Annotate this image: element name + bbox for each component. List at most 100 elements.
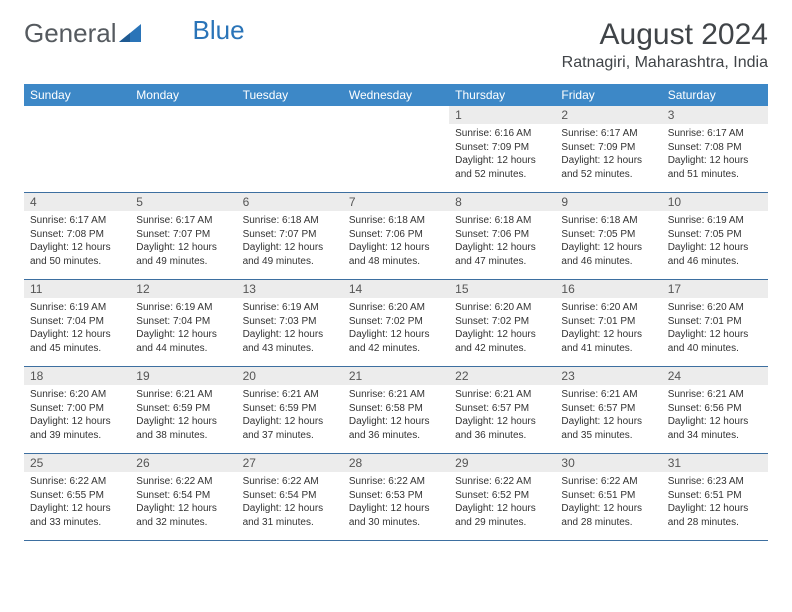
day-number: 27	[237, 454, 343, 472]
day-cell: 24Sunrise: 6:21 AMSunset: 6:56 PMDayligh…	[662, 367, 768, 453]
daylight-text: Daylight: 12 hours and 36 minutes.	[349, 415, 443, 442]
day-cell: 17Sunrise: 6:20 AMSunset: 7:01 PMDayligh…	[662, 280, 768, 366]
day-number: 18	[24, 367, 130, 385]
day-info: Sunrise: 6:22 AMSunset: 6:52 PMDaylight:…	[449, 472, 555, 535]
day-info: Sunrise: 6:22 AMSunset: 6:55 PMDaylight:…	[24, 472, 130, 535]
daylight-text: Daylight: 12 hours and 33 minutes.	[30, 502, 124, 529]
sunrise-text: Sunrise: 6:21 AM	[561, 388, 655, 402]
sunrise-text: Sunrise: 6:19 AM	[30, 301, 124, 315]
sunset-text: Sunset: 6:58 PM	[349, 402, 443, 416]
day-number: 7	[343, 193, 449, 211]
day-header: Monday	[130, 84, 236, 106]
week-row: 25Sunrise: 6:22 AMSunset: 6:55 PMDayligh…	[24, 454, 768, 541]
day-info: Sunrise: 6:16 AMSunset: 7:09 PMDaylight:…	[449, 124, 555, 187]
day-cell: 19Sunrise: 6:21 AMSunset: 6:59 PMDayligh…	[130, 367, 236, 453]
day-number: 29	[449, 454, 555, 472]
sunrise-text: Sunrise: 6:18 AM	[561, 214, 655, 228]
daylight-text: Daylight: 12 hours and 44 minutes.	[136, 328, 230, 355]
day-number: 13	[237, 280, 343, 298]
day-info: Sunrise: 6:18 AMSunset: 7:05 PMDaylight:…	[555, 211, 661, 274]
day-info: Sunrise: 6:17 AMSunset: 7:07 PMDaylight:…	[130, 211, 236, 274]
day-number: 6	[237, 193, 343, 211]
sunset-text: Sunset: 6:56 PM	[668, 402, 762, 416]
daylight-text: Daylight: 12 hours and 40 minutes.	[668, 328, 762, 355]
daylight-text: Daylight: 12 hours and 49 minutes.	[243, 241, 337, 268]
day-cell: 10Sunrise: 6:19 AMSunset: 7:05 PMDayligh…	[662, 193, 768, 279]
day-number: 19	[130, 367, 236, 385]
day-cell: 20Sunrise: 6:21 AMSunset: 6:59 PMDayligh…	[237, 367, 343, 453]
day-number: 8	[449, 193, 555, 211]
day-cell: 1Sunrise: 6:16 AMSunset: 7:09 PMDaylight…	[449, 106, 555, 192]
sunset-text: Sunset: 6:53 PM	[349, 489, 443, 503]
day-info: Sunrise: 6:17 AMSunset: 7:08 PMDaylight:…	[662, 124, 768, 187]
day-info: Sunrise: 6:21 AMSunset: 6:56 PMDaylight:…	[662, 385, 768, 448]
day-cell: 26Sunrise: 6:22 AMSunset: 6:54 PMDayligh…	[130, 454, 236, 540]
day-info: Sunrise: 6:20 AMSunset: 7:01 PMDaylight:…	[662, 298, 768, 361]
day-info: Sunrise: 6:18 AMSunset: 7:07 PMDaylight:…	[237, 211, 343, 274]
day-cell: 2Sunrise: 6:17 AMSunset: 7:09 PMDaylight…	[555, 106, 661, 192]
daylight-text: Daylight: 12 hours and 34 minutes.	[668, 415, 762, 442]
calendar: Sunday Monday Tuesday Wednesday Thursday…	[24, 84, 768, 541]
daylight-text: Daylight: 12 hours and 41 minutes.	[561, 328, 655, 355]
daylight-text: Daylight: 12 hours and 48 minutes.	[349, 241, 443, 268]
day-number: 20	[237, 367, 343, 385]
day-info: Sunrise: 6:17 AMSunset: 7:09 PMDaylight:…	[555, 124, 661, 187]
daylight-text: Daylight: 12 hours and 52 minutes.	[455, 154, 549, 181]
logo: General Blue	[24, 18, 245, 49]
daylight-text: Daylight: 12 hours and 38 minutes.	[136, 415, 230, 442]
sunset-text: Sunset: 7:02 PM	[349, 315, 443, 329]
daylight-text: Daylight: 12 hours and 28 minutes.	[561, 502, 655, 529]
sunset-text: Sunset: 7:03 PM	[243, 315, 337, 329]
day-number: 4	[24, 193, 130, 211]
sunset-text: Sunset: 6:51 PM	[668, 489, 762, 503]
day-number: 26	[130, 454, 236, 472]
day-number: 10	[662, 193, 768, 211]
sunrise-text: Sunrise: 6:22 AM	[30, 475, 124, 489]
day-info: Sunrise: 6:21 AMSunset: 6:59 PMDaylight:…	[237, 385, 343, 448]
daylight-text: Daylight: 12 hours and 43 minutes.	[243, 328, 337, 355]
day-info: Sunrise: 6:22 AMSunset: 6:54 PMDaylight:…	[237, 472, 343, 535]
day-cell: 13Sunrise: 6:19 AMSunset: 7:03 PMDayligh…	[237, 280, 343, 366]
day-cell: 31Sunrise: 6:23 AMSunset: 6:51 PMDayligh…	[662, 454, 768, 540]
day-headers: Sunday Monday Tuesday Wednesday Thursday…	[24, 84, 768, 106]
sunrise-text: Sunrise: 6:19 AM	[136, 301, 230, 315]
sunset-text: Sunset: 6:57 PM	[561, 402, 655, 416]
day-info: Sunrise: 6:21 AMSunset: 6:58 PMDaylight:…	[343, 385, 449, 448]
daylight-text: Daylight: 12 hours and 47 minutes.	[455, 241, 549, 268]
logo-triangle-icon	[119, 18, 141, 49]
day-info: Sunrise: 6:20 AMSunset: 7:01 PMDaylight:…	[555, 298, 661, 361]
sunset-text: Sunset: 7:01 PM	[668, 315, 762, 329]
day-info: Sunrise: 6:22 AMSunset: 6:51 PMDaylight:…	[555, 472, 661, 535]
day-info: Sunrise: 6:23 AMSunset: 6:51 PMDaylight:…	[662, 472, 768, 535]
sunset-text: Sunset: 7:06 PM	[349, 228, 443, 242]
day-info: Sunrise: 6:21 AMSunset: 6:57 PMDaylight:…	[449, 385, 555, 448]
day-cell: 8Sunrise: 6:18 AMSunset: 7:06 PMDaylight…	[449, 193, 555, 279]
day-number: 23	[555, 367, 661, 385]
day-info: Sunrise: 6:18 AMSunset: 7:06 PMDaylight:…	[449, 211, 555, 274]
sunset-text: Sunset: 7:08 PM	[668, 141, 762, 155]
daylight-text: Daylight: 12 hours and 32 minutes.	[136, 502, 230, 529]
logo-text-blue: Blue	[193, 15, 245, 46]
daylight-text: Daylight: 12 hours and 49 minutes.	[136, 241, 230, 268]
day-cell: 30Sunrise: 6:22 AMSunset: 6:51 PMDayligh…	[555, 454, 661, 540]
day-cell: 23Sunrise: 6:21 AMSunset: 6:57 PMDayligh…	[555, 367, 661, 453]
day-cell: 22Sunrise: 6:21 AMSunset: 6:57 PMDayligh…	[449, 367, 555, 453]
day-number: 31	[662, 454, 768, 472]
sunrise-text: Sunrise: 6:20 AM	[349, 301, 443, 315]
day-info: Sunrise: 6:19 AMSunset: 7:04 PMDaylight:…	[24, 298, 130, 361]
day-number: 11	[24, 280, 130, 298]
daylight-text: Daylight: 12 hours and 42 minutes.	[349, 328, 443, 355]
day-cell: 7Sunrise: 6:18 AMSunset: 7:06 PMDaylight…	[343, 193, 449, 279]
sunset-text: Sunset: 7:02 PM	[455, 315, 549, 329]
day-number: 25	[24, 454, 130, 472]
logo-text-general: General	[24, 18, 117, 49]
day-number: 1	[449, 106, 555, 124]
day-cell: 4Sunrise: 6:17 AMSunset: 7:08 PMDaylight…	[24, 193, 130, 279]
day-number: 24	[662, 367, 768, 385]
day-number: 16	[555, 280, 661, 298]
sunset-text: Sunset: 6:57 PM	[455, 402, 549, 416]
sunrise-text: Sunrise: 6:17 AM	[561, 127, 655, 141]
sunset-text: Sunset: 6:52 PM	[455, 489, 549, 503]
day-cell: 11Sunrise: 6:19 AMSunset: 7:04 PMDayligh…	[24, 280, 130, 366]
sunset-text: Sunset: 7:08 PM	[30, 228, 124, 242]
